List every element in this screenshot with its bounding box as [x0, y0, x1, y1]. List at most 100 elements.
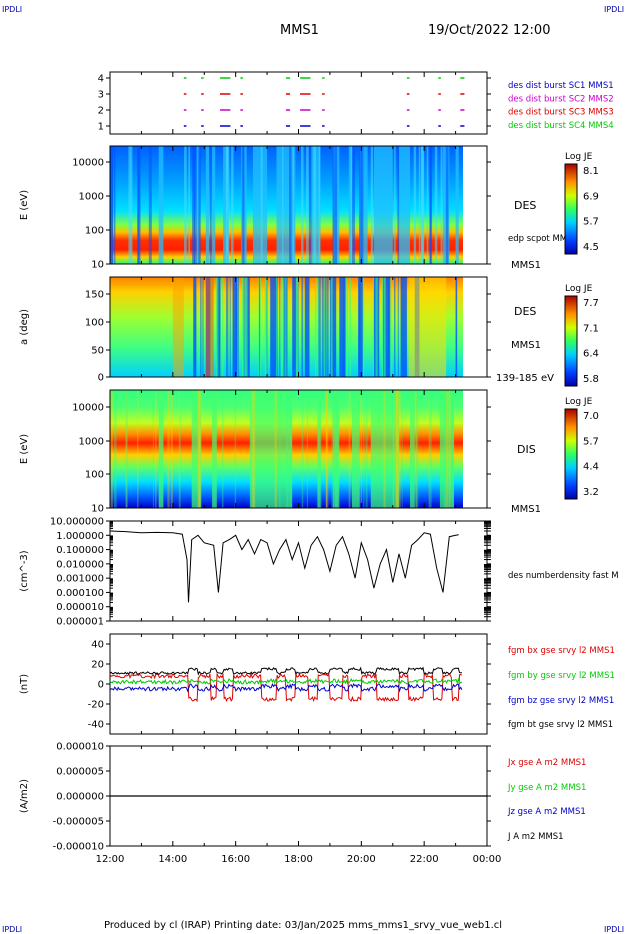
dis-energy-spectrogram-no-data [463, 390, 487, 508]
y-tick-label: 10000 [72, 158, 104, 169]
des-pitch-spectrogram-strip [373, 277, 375, 377]
des-pitch-spectrogram-strip [345, 277, 348, 377]
fgm-legend-entry: fgm bz gse srvy l2 MMS1 [508, 696, 614, 706]
colorbar-tick-label: 4.5 [583, 242, 599, 253]
y-tick-label: 40 [91, 640, 104, 651]
des-energy-spectrogram-strip [352, 146, 355, 264]
des-pitch-spectrogram-strip [318, 277, 321, 377]
des-pitch-spectrogram-strip [200, 277, 202, 377]
burst-legend-entry: des dist burst SC1 MMS1 [508, 81, 614, 91]
dis-energy-spectrogram-strip [336, 390, 338, 508]
des-energy-spectrogram-strip [348, 146, 352, 264]
des-energy-spectrogram-strip [113, 146, 116, 264]
current-legend-entry: Jz gse A m2 MMS1 [507, 807, 586, 817]
des-pitch-spectrogram-strip [295, 277, 298, 377]
dis-energy-spectrogram-strip [125, 390, 128, 508]
des-energy-spectrogram-strip [209, 146, 212, 264]
y-tick-label: 0.000000 [56, 792, 104, 803]
dis-energy-spectrogram-strip [397, 390, 399, 508]
des-energy-spectrogram-strip [137, 146, 141, 264]
dis-energy-spectrogram-strip [360, 390, 363, 508]
colorbar-tick-label: 7.7 [583, 298, 599, 309]
des-pitch-spectrogram-strip [349, 277, 351, 377]
dis-energy-spectrogram-strip [125, 390, 127, 508]
dis-energy-spectrogram-strip [178, 390, 180, 508]
y-tick-label: 0.000005 [56, 767, 104, 778]
x-tick-label: 22:00 [410, 854, 439, 865]
des-energy-spectrogram-strip [313, 146, 317, 264]
dis-energy-spectrogram-strip [152, 390, 154, 508]
dis-energy-spectrogram-strip [253, 390, 256, 508]
des-pitch-spectrogram-strip [279, 277, 281, 377]
des-pitch-spectrogram-strip [342, 277, 345, 377]
dis-energy-spectrogram-strip [448, 390, 451, 508]
colorbar-tick-label: 5.7 [583, 436, 599, 447]
dis-energy-spectrogram-strip [331, 390, 334, 508]
des-pitch-spectrogram-strip [281, 277, 284, 377]
y-tick-label: 20 [91, 660, 104, 671]
y-tick-label: -0.000010 [53, 842, 104, 853]
y-tick-label: 3 [98, 90, 104, 101]
des-energy-spectrogram-strip [252, 146, 268, 264]
dis-energy-spectrogram-strip [325, 390, 328, 508]
dis-energy-spectrogram-strip [451, 390, 454, 508]
y-tick-label: 1.000000 [56, 531, 104, 542]
y-tick-label: 100 [85, 318, 104, 329]
des-energy-spectrogram-strip [193, 146, 197, 264]
current-legend-entry: Jy gse A m2 MMS1 [507, 783, 586, 793]
y-tick-label: 4 [98, 74, 104, 85]
des-pitch-spectrogram-strip [275, 277, 277, 377]
des-pitch-spectrogram-strip [397, 277, 399, 377]
dis-energy-spectrogram-strip [395, 390, 398, 508]
dis-energy-spectrogram-strip [317, 390, 321, 508]
des-pitch-spectrogram-strip [205, 277, 214, 377]
dis-energy-spectrogram-strip [137, 390, 139, 508]
fgm-legend-entry: fgm by gse srvy l2 MMS1 [508, 671, 615, 681]
des-energy-spectrogram-strip [128, 146, 132, 264]
y-axis-label: (cm^-3) [19, 550, 30, 591]
dis-energy-spectrogram-strip [401, 390, 403, 508]
des-energy-spectrogram-strip [231, 146, 234, 264]
des-energy-spectrogram-strip [308, 146, 312, 264]
fgm-bt-line [109, 666, 463, 676]
y-tick-label: 0.100000 [56, 545, 104, 556]
corner-label-bottom-left: IPDLI [2, 925, 22, 934]
y-tick-label: 1000 [79, 192, 104, 203]
dis-energy-spectrogram-strip [443, 390, 447, 508]
des-energy-spectrogram-strip [440, 146, 443, 264]
des-energy-spectrogram-strip [291, 146, 294, 264]
scpot-label: edp scpot MMS1 [508, 234, 578, 244]
des-pitch-spectrogram-strip [216, 277, 219, 377]
des-energy-spectrogram-strip [359, 146, 368, 264]
burst-legend-entry: des dist burst SC2 MMS2 [508, 94, 614, 104]
des-pitch-spectrogram-strip [408, 277, 447, 377]
dis-energy-spectrogram-strip [198, 390, 200, 508]
y-axis-label: a (deg) [19, 309, 30, 345]
des-energy-spectrogram-strip [282, 146, 284, 264]
y-tick-label: 0 [98, 373, 104, 384]
dis-energy-spectrogram-strip [383, 390, 386, 508]
colorbar-label: Log JE [565, 152, 593, 162]
dis-energy-spectrogram-strip [416, 390, 419, 508]
dis-energy-spectrogram-strip [306, 390, 309, 508]
panel-spacecraft-label: MMS1 [511, 504, 541, 515]
des-energy-spectrogram-strip [184, 146, 187, 264]
x-tick-label: 12:00 [96, 854, 125, 865]
y-axis-label: E (eV) [19, 190, 30, 220]
current-legend-entry: Jx gse A m2 MMS1 [507, 758, 586, 768]
colorbar [564, 408, 578, 500]
dis-energy-spectrogram-strip [199, 390, 202, 508]
des-energy-spectrogram-strip [196, 146, 200, 264]
des-pitch-spectrogram-strip [375, 277, 378, 377]
des-energy-spectrogram-strip [198, 146, 201, 264]
y-axis-label: (A/m2) [19, 779, 30, 813]
des-pitch-spectrogram-strip [225, 277, 229, 377]
colorbar-tick-label: 3.2 [583, 487, 599, 498]
des-pitch-spectrogram-strip [321, 277, 324, 377]
des-pitch-spectrogram-strip [172, 277, 184, 377]
des-pitch-spectrogram-strip [383, 277, 386, 377]
des-pitch-spectrogram-strip [383, 277, 390, 377]
dis-energy-spectrogram-strip [333, 390, 340, 508]
colorbar-label: Log JE [565, 397, 593, 407]
